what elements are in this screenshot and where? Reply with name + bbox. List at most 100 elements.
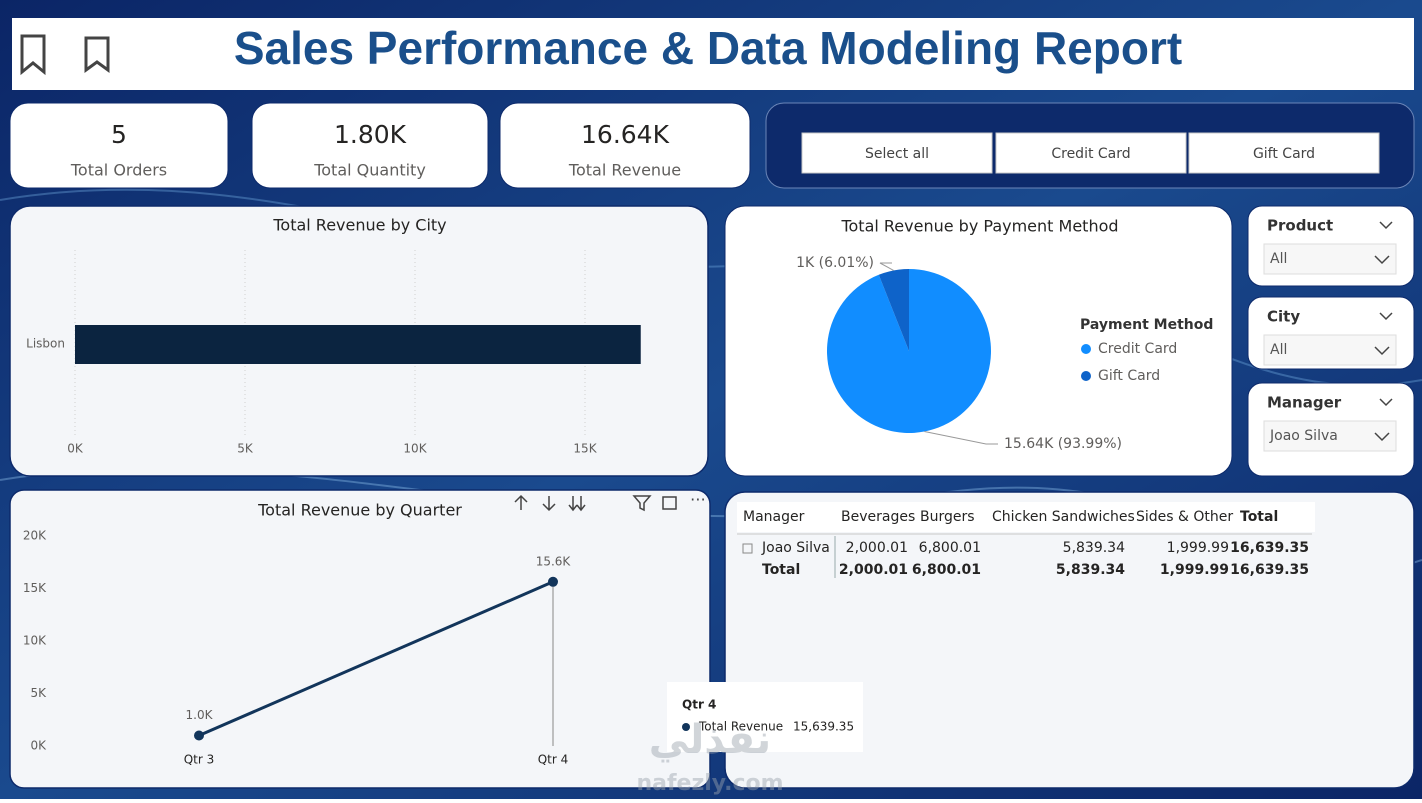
x-tick-label: 10K xyxy=(403,442,427,456)
filter-value: All xyxy=(1270,251,1287,267)
kpi-value: 16.64K xyxy=(581,120,670,149)
data-label: 1K (6.01%) xyxy=(796,255,874,271)
bar xyxy=(75,325,641,364)
table-cell: 5,839.34 xyxy=(1063,540,1125,556)
filter-dropdown[interactable] xyxy=(1263,334,1397,366)
tooltip-value: 15,639.35 xyxy=(793,720,854,734)
data-label: 15.64K (93.99%) xyxy=(1004,436,1122,452)
chevron[interactable] xyxy=(1379,221,1393,230)
filter-label: Manager xyxy=(1267,394,1342,412)
x-tick-label: 5K xyxy=(237,442,254,456)
table-cell: Joao Silva xyxy=(761,540,830,556)
tooltip xyxy=(667,682,863,752)
report-title: Sales Performance & Data Modeling Report xyxy=(234,22,1182,74)
slicer-button[interactable] xyxy=(1188,132,1380,174)
header xyxy=(12,18,1414,90)
chart-title: Total Revenue by City xyxy=(272,216,446,235)
y-tick-label: 10K xyxy=(23,634,47,648)
chart-title: Total Revenue by Payment Method xyxy=(840,217,1118,236)
x-tick-label: 0K xyxy=(67,442,84,456)
chevron xyxy=(1374,255,1390,265)
point xyxy=(548,576,558,587)
table-cell: 2,000.01 xyxy=(846,540,908,556)
expand-icon[interactable] xyxy=(742,543,753,554)
tooltip-dot xyxy=(682,723,690,731)
table-cell: 1,999.99 xyxy=(1167,540,1229,556)
leader-line xyxy=(879,262,894,271)
bookmark-icon[interactable] xyxy=(84,36,110,73)
filter-dropdown[interactable] xyxy=(1263,243,1397,275)
line xyxy=(198,580,554,737)
tooltip-title: Qtr 4 xyxy=(682,698,716,712)
legend-label[interactable]: Gift Card xyxy=(1098,368,1160,384)
focus-icon[interactable] xyxy=(662,496,677,510)
slicer-option: Gift Card xyxy=(1253,146,1315,162)
column-header[interactable]: Chicken Sandwiches xyxy=(992,509,1135,525)
kpi-label: Total Orders xyxy=(70,161,167,180)
table-cell: 6,800.01 xyxy=(912,562,981,578)
table-cell: 16,639.35 xyxy=(1230,540,1309,556)
chevron xyxy=(1374,346,1390,356)
data-label: 1.0K xyxy=(186,708,214,722)
data-label: 15.6K xyxy=(536,554,572,568)
table-panel xyxy=(724,491,1415,789)
kpi-label: Total Quantity xyxy=(313,161,426,180)
legend-title: Payment Method xyxy=(1080,317,1213,333)
chart-title: Total Revenue by Quarter xyxy=(257,501,462,520)
kpi-card xyxy=(9,102,229,189)
column-header[interactable]: Total xyxy=(1240,509,1278,525)
watermark: nafezly.com xyxy=(636,771,783,796)
column-header[interactable]: Burgers xyxy=(920,509,975,525)
slicer-option: Credit Card xyxy=(1051,146,1130,162)
table-cell: 2,000.01 xyxy=(839,562,908,578)
y-tick-label: 20K xyxy=(23,529,47,543)
table-cell: Total xyxy=(762,562,800,578)
line-panel xyxy=(9,489,711,789)
x-tick-label: Qtr 4 xyxy=(538,753,569,767)
filter-label: City xyxy=(1267,308,1300,326)
filter-label: Product xyxy=(1267,217,1333,235)
chevron[interactable] xyxy=(1379,312,1393,321)
kpi-value: 1.80K xyxy=(334,120,407,149)
y-tick-label: 5K xyxy=(30,686,47,700)
column-header[interactable]: Manager xyxy=(743,509,805,525)
column-header[interactable]: Sides & Other xyxy=(1136,509,1233,525)
y-tick-label: 0K xyxy=(30,739,47,753)
table-cell: 6,800.01 xyxy=(919,540,981,556)
toolbar-icon[interactable] xyxy=(542,496,556,512)
table-cell: 16,639.35 xyxy=(1230,562,1309,578)
x-tick-label: Qtr 3 xyxy=(184,753,215,767)
filter-value: Joao Silva xyxy=(1269,428,1338,444)
legend-label[interactable]: Credit Card xyxy=(1098,341,1177,357)
chevron[interactable] xyxy=(1379,398,1393,407)
kpi-label: Total Revenue xyxy=(568,161,681,180)
slicer-option: Select all xyxy=(865,146,929,162)
legend-marker xyxy=(1081,371,1091,381)
table-header-bg xyxy=(737,502,1315,532)
filter-icon[interactable] xyxy=(632,495,652,512)
x-tick-label: 15K xyxy=(573,442,597,456)
y-tick-label: 15K xyxy=(23,581,47,595)
filter-dropdown[interactable] xyxy=(1263,420,1397,452)
toolbar-icon[interactable] xyxy=(514,494,528,510)
toolbar-icon[interactable] xyxy=(568,496,586,512)
bookmark-icon[interactable] xyxy=(20,34,46,76)
y-tick-label: Lisbon xyxy=(26,337,65,351)
legend-marker xyxy=(1081,344,1091,354)
table-cell: 1,999.99 xyxy=(1160,562,1229,578)
slicer-button[interactable] xyxy=(995,132,1187,174)
slicer-button[interactable] xyxy=(801,132,993,174)
point xyxy=(194,730,204,741)
pie-slice xyxy=(878,269,909,351)
more-icon[interactable]: ⋯ xyxy=(690,490,706,509)
tooltip-series: Total Revenue xyxy=(698,720,783,734)
column-header[interactable]: Beverages xyxy=(841,509,915,525)
watermark: نفذلي xyxy=(649,717,771,763)
kpi-card xyxy=(251,102,489,189)
kpi-value: 5 xyxy=(111,120,127,149)
filter-value: All xyxy=(1270,342,1287,358)
leader-line xyxy=(924,431,998,445)
kpi-card xyxy=(499,102,751,189)
table-cell: 5,839.34 xyxy=(1056,562,1125,578)
